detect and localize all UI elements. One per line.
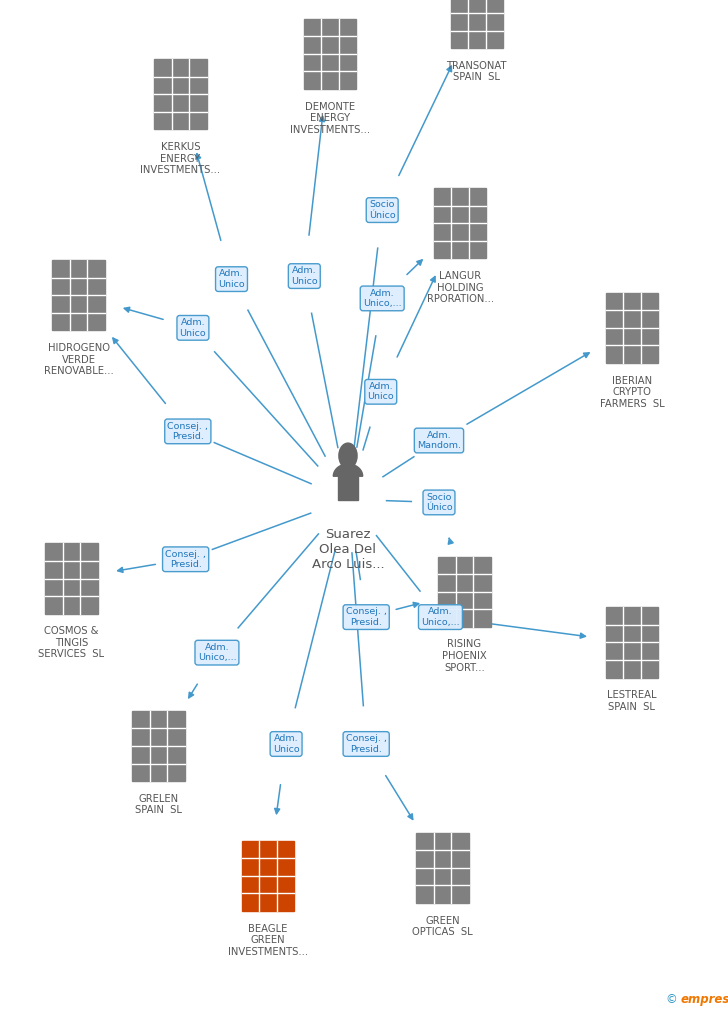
FancyBboxPatch shape xyxy=(451,0,503,49)
Text: ©: © xyxy=(665,993,677,1006)
Text: Suarez
Olea Del
Arco Luis...: Suarez Olea Del Arco Luis... xyxy=(312,528,384,570)
FancyBboxPatch shape xyxy=(606,292,658,363)
FancyBboxPatch shape xyxy=(154,59,207,130)
Text: BEAGLE
GREEN
INVESTMENTS...: BEAGLE GREEN INVESTMENTS... xyxy=(228,924,308,957)
Text: GREEN
OPTICAS  SL: GREEN OPTICAS SL xyxy=(412,916,473,937)
Text: Adm.
Unico: Adm. Unico xyxy=(273,734,299,754)
Text: Socio
Único: Socio Único xyxy=(426,492,452,513)
Text: GRELEN
SPAIN  SL: GRELEN SPAIN SL xyxy=(135,794,182,815)
Text: LESTREAL
SPAIN  SL: LESTREAL SPAIN SL xyxy=(607,690,657,712)
Text: KERKUS
ENERGY
INVESTMENTS...: KERKUS ENERGY INVESTMENTS... xyxy=(141,142,221,176)
FancyBboxPatch shape xyxy=(338,474,358,499)
Circle shape xyxy=(339,444,357,469)
Text: DEMONTE
ENERGY
INVESTMENTS...: DEMONTE ENERGY INVESTMENTS... xyxy=(290,102,370,135)
Text: TRANSONAT
SPAIN  SL: TRANSONAT SPAIN SL xyxy=(446,61,507,82)
Text: Adm.
Unico,...: Adm. Unico,... xyxy=(197,642,237,663)
Text: Adm.
Unico: Adm. Unico xyxy=(218,269,245,289)
Text: RISING
PHOENIX
SPORT...: RISING PHOENIX SPORT... xyxy=(442,639,487,673)
Text: Adm.
Unico,...: Adm. Unico,... xyxy=(363,288,402,309)
Text: LANGUR
HOLDING
RPORATION...: LANGUR HOLDING RPORATION... xyxy=(427,271,494,304)
Text: Adm.
Unico: Adm. Unico xyxy=(368,382,394,402)
Polygon shape xyxy=(333,464,363,476)
Text: Adm.
Mandom.: Adm. Mandom. xyxy=(417,430,461,451)
FancyBboxPatch shape xyxy=(438,556,491,627)
FancyBboxPatch shape xyxy=(52,260,105,331)
Text: Consej. ,
Presid.: Consej. , Presid. xyxy=(165,549,206,569)
FancyBboxPatch shape xyxy=(416,832,469,903)
Text: IBERIAN
CRYPTO
FARMERS  SL: IBERIAN CRYPTO FARMERS SL xyxy=(600,376,664,409)
Text: Consej. ,
Presid.: Consej. , Presid. xyxy=(346,734,387,754)
Text: Socio
Único: Socio Único xyxy=(369,200,395,220)
FancyBboxPatch shape xyxy=(45,543,98,614)
Text: COSMOS &
TINGIS
SERVICES  SL: COSMOS & TINGIS SERVICES SL xyxy=(39,626,104,660)
FancyBboxPatch shape xyxy=(606,607,658,678)
Text: HIDROGENO
VERDE
RENOVABLE...: HIDROGENO VERDE RENOVABLE... xyxy=(44,343,114,377)
FancyBboxPatch shape xyxy=(242,840,294,911)
Text: empresia: empresia xyxy=(681,993,728,1006)
Text: Consej. ,
Presid.: Consej. , Presid. xyxy=(346,607,387,627)
Text: Adm.
Unico,...: Adm. Unico,... xyxy=(421,607,460,627)
Text: Adm.
Unico: Adm. Unico xyxy=(291,266,317,286)
Text: Consej. ,
Presid.: Consej. , Presid. xyxy=(167,421,208,442)
FancyBboxPatch shape xyxy=(304,18,356,89)
FancyBboxPatch shape xyxy=(132,710,185,782)
FancyBboxPatch shape xyxy=(434,188,486,259)
Text: Adm.
Unico: Adm. Unico xyxy=(180,318,206,338)
